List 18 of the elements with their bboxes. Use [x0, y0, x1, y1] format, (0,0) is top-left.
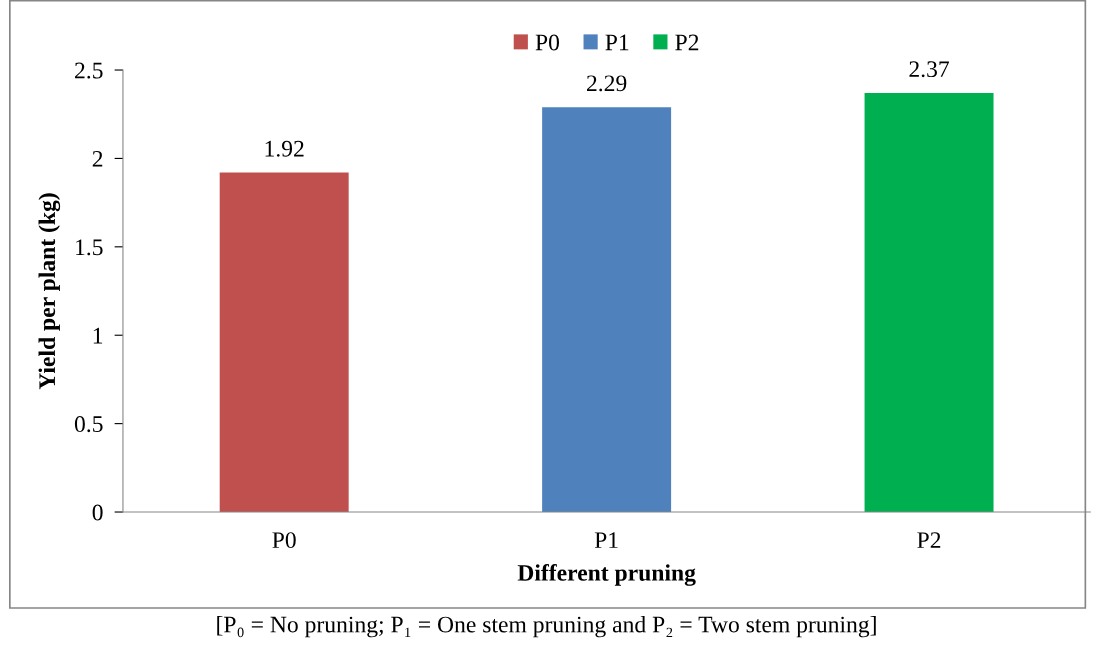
y-tick-label: 0.5 — [74, 416, 103, 433]
x-axis-title: Different pruning — [517, 563, 696, 586]
y-tick-label: 0 — [92, 504, 103, 521]
legend-label: P0 — [535, 34, 560, 51]
data-label: 1.92 — [265, 140, 304, 157]
y-axis-title: Yield per plant (kg) — [38, 193, 61, 390]
legend-label: P1 — [605, 34, 629, 51]
text: [P₀ = No pruning; P₁ = One stem pruning and P₂ = Two stem pruning] — [217, 615, 876, 638]
y-tick-label: 2 — [92, 150, 103, 167]
legend-label: P2 — [675, 34, 699, 51]
data-label: 2.37 — [909, 61, 950, 78]
data-label: 2.29 — [586, 75, 627, 92]
y-tick-label: 2.5 — [75, 62, 103, 79]
x-tick-label: P2 — [917, 532, 941, 548]
y-tick-label: 1.5 — [76, 239, 103, 256]
x-tick-label: P1 — [594, 532, 618, 548]
x-tick-label: P0 — [272, 532, 296, 549]
y-tick-label: 1 — [93, 327, 103, 344]
